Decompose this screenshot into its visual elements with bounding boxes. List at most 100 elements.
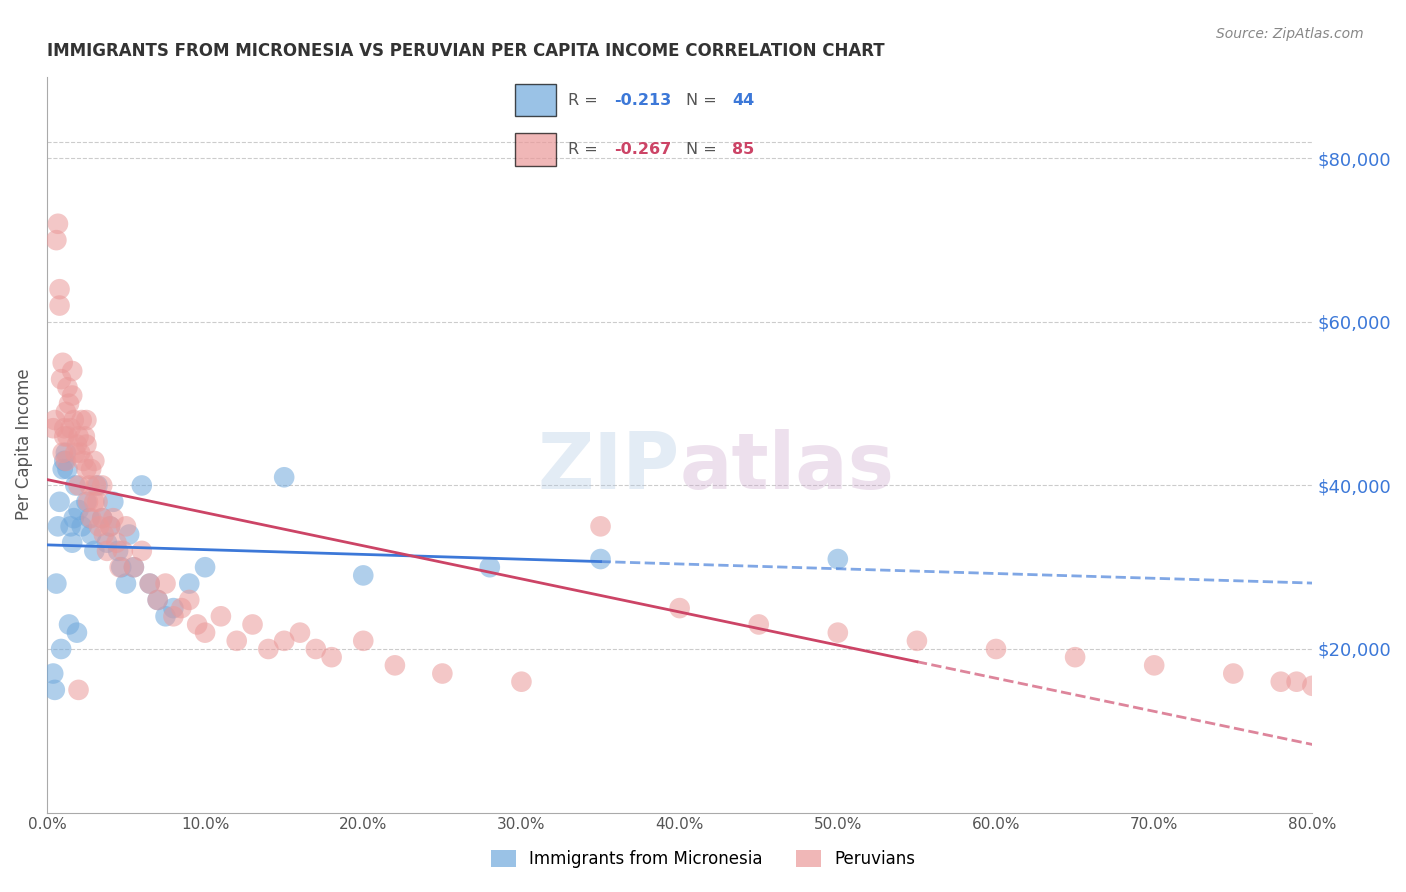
Point bbox=[42, 421, 65, 435]
Text: N =: N = bbox=[686, 142, 721, 157]
Point bbox=[827, 625, 849, 640]
Point bbox=[352, 568, 374, 582]
Point bbox=[87, 519, 110, 533]
Point bbox=[70, 519, 93, 533]
Point bbox=[58, 617, 80, 632]
Point bbox=[108, 560, 131, 574]
Point bbox=[1301, 679, 1323, 693]
Point bbox=[73, 429, 96, 443]
Text: 85: 85 bbox=[733, 142, 754, 157]
Point bbox=[60, 535, 83, 549]
Point bbox=[58, 397, 80, 411]
Point bbox=[69, 446, 91, 460]
Point bbox=[111, 544, 134, 558]
Point bbox=[1222, 666, 1244, 681]
Point bbox=[91, 511, 114, 525]
Point bbox=[65, 478, 87, 492]
Point bbox=[510, 674, 533, 689]
Point bbox=[273, 470, 295, 484]
Point bbox=[65, 446, 87, 460]
Point bbox=[257, 642, 280, 657]
Point bbox=[83, 495, 105, 509]
Text: atlas: atlas bbox=[679, 429, 894, 505]
Point bbox=[55, 405, 77, 419]
Text: N =: N = bbox=[686, 93, 721, 108]
Point bbox=[1064, 650, 1087, 665]
Point bbox=[131, 544, 153, 558]
Point bbox=[1285, 674, 1308, 689]
Point bbox=[86, 495, 108, 509]
Point bbox=[46, 519, 69, 533]
Point bbox=[105, 535, 128, 549]
Point bbox=[45, 233, 67, 247]
Point bbox=[62, 413, 84, 427]
Point bbox=[67, 503, 90, 517]
Point bbox=[56, 380, 79, 394]
Point bbox=[194, 560, 217, 574]
Point bbox=[84, 478, 107, 492]
Point bbox=[60, 364, 83, 378]
Point bbox=[75, 413, 97, 427]
Point bbox=[905, 633, 928, 648]
Point bbox=[118, 527, 141, 541]
Point bbox=[52, 462, 75, 476]
Point bbox=[179, 593, 201, 607]
Point bbox=[79, 511, 101, 525]
Point bbox=[432, 666, 454, 681]
Point bbox=[352, 633, 374, 648]
Point bbox=[45, 576, 67, 591]
Point bbox=[115, 519, 138, 533]
Text: ZIP: ZIP bbox=[537, 429, 679, 505]
Point bbox=[70, 413, 93, 427]
Point bbox=[748, 617, 770, 632]
Point bbox=[66, 625, 89, 640]
Point bbox=[103, 495, 125, 509]
Point bbox=[122, 560, 145, 574]
Point bbox=[146, 593, 169, 607]
Point bbox=[384, 658, 406, 673]
Point bbox=[155, 576, 177, 591]
Point bbox=[155, 609, 177, 624]
Point bbox=[194, 625, 217, 640]
Point bbox=[186, 617, 208, 632]
Point bbox=[56, 429, 79, 443]
Point bbox=[131, 478, 153, 492]
Text: -0.213: -0.213 bbox=[614, 93, 672, 108]
Point bbox=[305, 642, 328, 657]
Point bbox=[53, 429, 76, 443]
Point bbox=[478, 560, 501, 574]
Point bbox=[52, 356, 75, 370]
Point bbox=[162, 609, 184, 624]
Point bbox=[67, 429, 90, 443]
Point bbox=[162, 601, 184, 615]
Point bbox=[48, 299, 70, 313]
Text: R =: R = bbox=[568, 142, 603, 157]
Point bbox=[288, 625, 311, 640]
Point bbox=[122, 560, 145, 574]
Point bbox=[56, 462, 79, 476]
Point bbox=[44, 413, 66, 427]
Point bbox=[62, 511, 84, 525]
Point bbox=[827, 552, 849, 566]
Point bbox=[107, 544, 129, 558]
Point bbox=[59, 519, 82, 533]
Point bbox=[59, 421, 82, 435]
Legend: Immigrants from Micronesia, Peruvians: Immigrants from Micronesia, Peruvians bbox=[484, 843, 922, 875]
Point bbox=[110, 560, 132, 574]
Point bbox=[1270, 674, 1292, 689]
Y-axis label: Per Capita Income: Per Capita Income bbox=[15, 368, 32, 520]
Point bbox=[80, 527, 103, 541]
Text: 44: 44 bbox=[733, 93, 754, 108]
Point bbox=[80, 511, 103, 525]
Point bbox=[984, 642, 1007, 657]
Point bbox=[77, 495, 100, 509]
Point bbox=[75, 462, 97, 476]
Point bbox=[209, 609, 232, 624]
Point bbox=[91, 511, 114, 525]
Point bbox=[83, 544, 105, 558]
Point bbox=[103, 511, 125, 525]
Point bbox=[170, 601, 193, 615]
Point bbox=[98, 519, 121, 533]
Point bbox=[242, 617, 264, 632]
Point bbox=[55, 446, 77, 460]
